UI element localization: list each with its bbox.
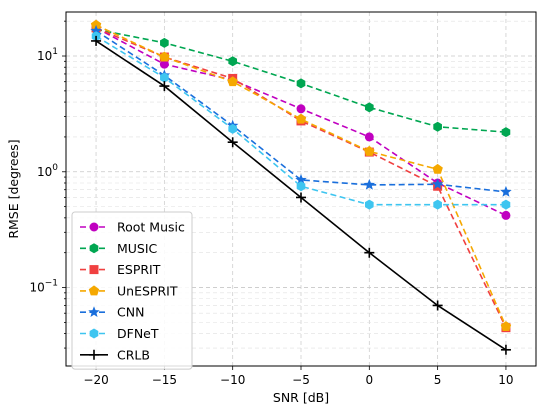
legend-label-music: MUSIC (117, 241, 158, 256)
legend-entry-dfnet: DFNeT (80, 326, 159, 341)
data-point-crlb (432, 300, 443, 311)
legend-marker-music (89, 243, 99, 254)
y-tick-label: 100 (37, 163, 58, 179)
x-axis-label: SNR [dB] (273, 390, 329, 405)
data-point-crlb (227, 137, 238, 148)
legend-label-dfnet: DFNeT (117, 326, 159, 341)
data-point-root-music (296, 104, 306, 114)
legend-entry-crlb: CRLB (80, 347, 150, 362)
y-tick-label: 10−1 (29, 279, 58, 295)
data-point-dfnet (228, 123, 238, 134)
legend-label-crlb: CRLB (117, 347, 150, 362)
legend-marker-dfnet (89, 328, 99, 339)
data-point-cnn (363, 178, 376, 190)
series-layer (90, 19, 512, 355)
legend-box (71, 211, 193, 370)
data-point-cnn (431, 178, 444, 190)
data-point-unesprit (295, 113, 307, 124)
x-tick-label: 0 (365, 373, 373, 387)
legend-marker-cnn (88, 306, 100, 318)
data-point-crlb (91, 35, 102, 46)
data-point-music (160, 37, 169, 48)
data-point-unesprit (500, 321, 512, 332)
series-crlb (91, 35, 511, 355)
data-point-music (501, 127, 511, 138)
axis-ticks: −20 −15 −10 −5 0 5 10 10−1 100 101 (29, 20, 514, 387)
legend-entry-root-music: Root Music (80, 220, 185, 235)
data-point-root-music (159, 59, 169, 69)
data-point-dfnet (364, 199, 374, 210)
x-tick-label: −10 (220, 373, 245, 387)
legend-marker-esprit (89, 265, 99, 275)
legend-label-cnn: CNN (117, 305, 144, 320)
data-point-cnn (500, 185, 512, 197)
x-tick-label: 10 (498, 373, 513, 387)
data-point-cnn (295, 173, 307, 185)
legend-marker-unesprit (88, 285, 100, 296)
legend: Root Music MUSIC ESPRIT UnESPRIT CNN DFNeT CRL… (71, 211, 193, 370)
data-point-music (433, 121, 442, 132)
legend-entry-music: MUSIC (80, 241, 158, 256)
legend-label-unesprit: UnESPRIT (117, 283, 178, 298)
data-point-crlb (296, 192, 306, 203)
data-point-dfnet (296, 181, 306, 192)
data-point-crlb (364, 247, 375, 258)
data-point-unesprit (364, 145, 375, 156)
data-point-unesprit (432, 163, 443, 174)
legend-label-esprit: ESPRIT (117, 262, 161, 277)
data-point-dfnet (501, 199, 511, 210)
legend-entry-unesprit: UnESPRIT (80, 283, 178, 298)
data-point-unesprit (159, 51, 170, 62)
x-tick-label: −5 (292, 373, 310, 387)
legend-entry-cnn: CNN (80, 305, 144, 320)
data-point-unesprit (227, 76, 238, 87)
legend-label-root-music: Root Music (117, 220, 185, 235)
legend-marker-crlb (89, 349, 99, 360)
data-point-crlb (159, 81, 170, 92)
data-point-dfnet (433, 199, 442, 210)
data-point-unesprit (90, 19, 102, 30)
data-point-music (296, 78, 306, 89)
x-tick-label: −20 (83, 373, 108, 387)
data-point-music (364, 102, 374, 113)
data-point-root-music (501, 210, 511, 220)
data-point-cnn (90, 24, 102, 36)
legend-marker-root-music (89, 222, 99, 232)
x-tick-label: 5 (434, 373, 442, 387)
x-tick-label: −15 (152, 373, 177, 387)
data-point-root-music (364, 132, 374, 142)
legend-entry-esprit: ESPRIT (80, 262, 161, 277)
data-point-crlb (500, 344, 511, 355)
series-unesprit (90, 19, 512, 332)
data-point-music (228, 56, 238, 67)
data-point-dfnet (160, 72, 169, 83)
y-axis-label: RMSE [degrees] (6, 139, 21, 238)
y-tick-label: 101 (37, 47, 58, 63)
